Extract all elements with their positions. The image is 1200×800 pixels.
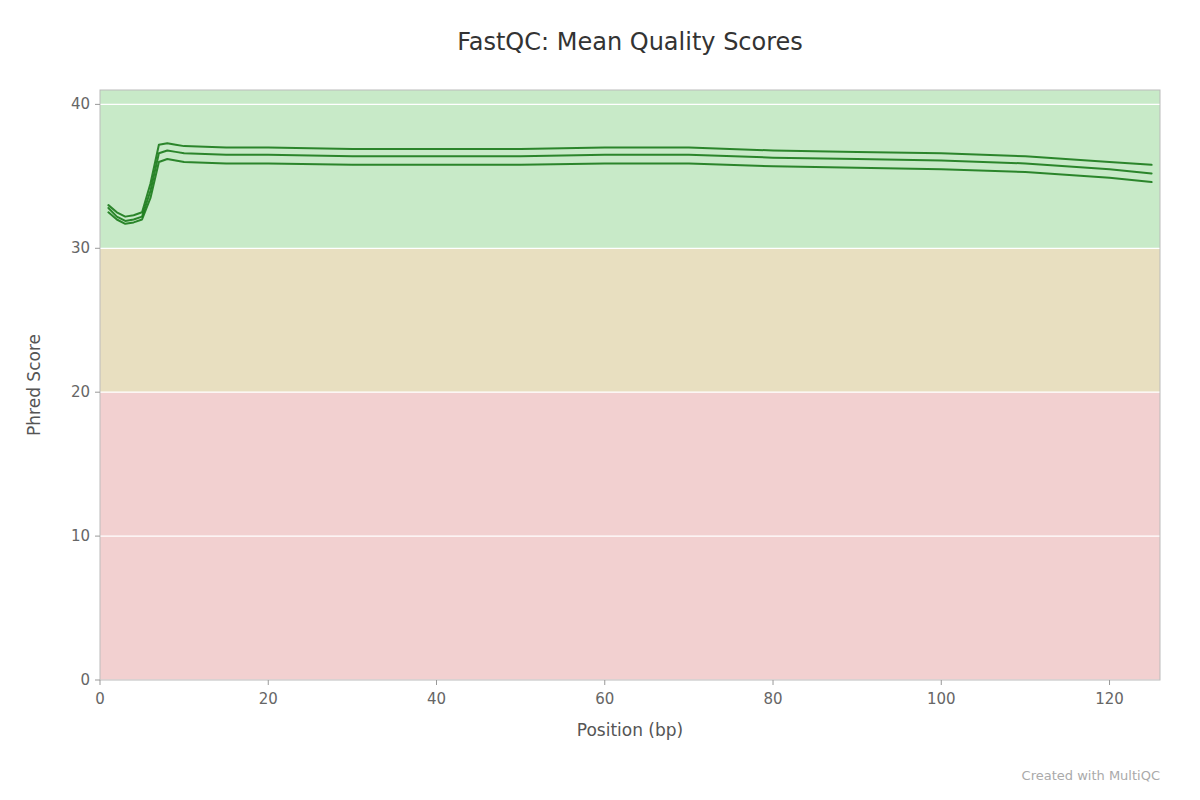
lines — [108, 143, 1151, 224]
x-tick — [436, 680, 437, 685]
x-tick — [1109, 680, 1110, 685]
x-tick-label: 20 — [259, 690, 278, 708]
y-tick — [95, 392, 100, 393]
y-tick-label: 0 — [80, 671, 90, 689]
x-axis: 0 20 40 60 80 100 120 — [95, 680, 1124, 708]
x-tick — [100, 680, 101, 685]
y-axis-label: Phred Score — [24, 334, 44, 436]
x-tick — [604, 680, 605, 685]
x-tick-label: 80 — [763, 690, 782, 708]
plot-frame — [100, 90, 1160, 680]
quality-band — [100, 392, 1160, 680]
page: {"chart_data": { "type": "line", "title"… — [0, 0, 1200, 800]
chart: 0 20 40 60 80 100 120 0 10 20 30 40 FastQC: Mean Qua… — [0, 0, 1200, 800]
quality-band — [100, 248, 1160, 392]
grid-line — [100, 104, 1160, 105]
x-tick — [941, 680, 942, 685]
y-tick-label: 10 — [71, 527, 90, 545]
quality-band — [100, 90, 1160, 248]
grid-line — [100, 392, 1160, 393]
x-tick — [773, 680, 774, 685]
bands — [100, 90, 1160, 680]
title: FastQC: Mean Quality Scores — [457, 28, 803, 56]
grid — [100, 104, 1160, 680]
x-tick — [268, 680, 269, 685]
y-tick-label: 40 — [71, 95, 90, 113]
x-tick-label: 120 — [1095, 690, 1124, 708]
series-line — [108, 159, 1151, 224]
y-tick-label: 30 — [71, 239, 90, 257]
series-line — [108, 150, 1151, 221]
y-axis: 0 10 20 30 40 — [71, 95, 100, 689]
x-tick-label: 100 — [927, 690, 956, 708]
x-axis-label: Position (bp) — [577, 720, 683, 740]
watermark: Created with MultiQC — [1022, 768, 1160, 783]
y-tick — [95, 104, 100, 105]
x-tick-label: 40 — [427, 690, 446, 708]
y-tick — [95, 248, 100, 249]
y-tick — [95, 680, 100, 681]
x-tick-label: 0 — [95, 690, 105, 708]
grid-line — [100, 248, 1160, 249]
y-tick — [95, 536, 100, 537]
y-tick-label: 20 — [71, 383, 90, 401]
x-tick-label: 60 — [595, 690, 614, 708]
grid-line — [100, 535, 1160, 536]
